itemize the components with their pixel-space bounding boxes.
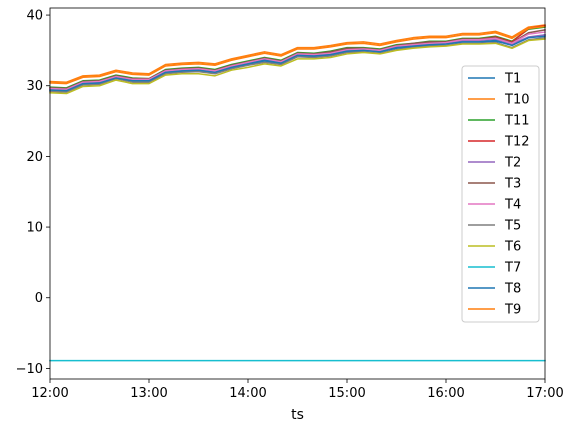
x-tick-label: 13:00: [130, 386, 167, 401]
series-line-t6: [49, 38, 546, 95]
y-tick-label: 20: [26, 150, 43, 165]
x-tick-label: 15:00: [328, 386, 365, 401]
legend-label-t3: T3: [504, 177, 521, 192]
y-tick-label: 40: [26, 9, 43, 24]
legend-label-t12: T12: [504, 135, 529, 150]
y-tick-label: 10: [26, 221, 43, 236]
y-tick-label: 0: [35, 291, 43, 306]
legend-label-t4: T4: [504, 198, 521, 213]
series-line-t8: [49, 35, 546, 92]
series-line-t10: [49, 24, 546, 83]
plot-frame: [49, 7, 546, 380]
y-tick-label: −10: [16, 362, 43, 377]
x-tick-label: 17:00: [526, 386, 563, 401]
series-lines: [49, 24, 546, 362]
x-axis-label: ts: [291, 407, 304, 423]
legend-label-t8: T8: [504, 282, 521, 297]
x-axis: 12:00 13:00 14:00 15:00 16:00 17:00: [31, 379, 564, 401]
x-tick-label: 12:00: [31, 386, 68, 401]
x-tick-label: 14:00: [229, 386, 266, 401]
y-axis: −10 0 10 20 30 40: [16, 9, 50, 377]
series-line-t4: [49, 31, 546, 91]
legend-label-t2: T2: [504, 156, 521, 171]
legend-label-t9: T9: [504, 303, 521, 318]
legend-label-t1: T1: [504, 72, 521, 87]
x-tick-label: 16:00: [427, 386, 464, 401]
legend-label-t6: T6: [504, 240, 521, 255]
legend-label-t10: T10: [504, 93, 529, 108]
legend-label-t5: T5: [504, 219, 521, 234]
legend: T1 T10 T11 T12 T2 T3 T4 T5 T6 T7 T8 T9: [461, 65, 540, 323]
series-line-t9: [49, 25, 546, 85]
legend-label-t7: T7: [504, 261, 521, 276]
legend-label-t11: T11: [504, 114, 529, 129]
y-tick-label: 30: [26, 79, 43, 94]
legend-box: [461, 65, 540, 323]
